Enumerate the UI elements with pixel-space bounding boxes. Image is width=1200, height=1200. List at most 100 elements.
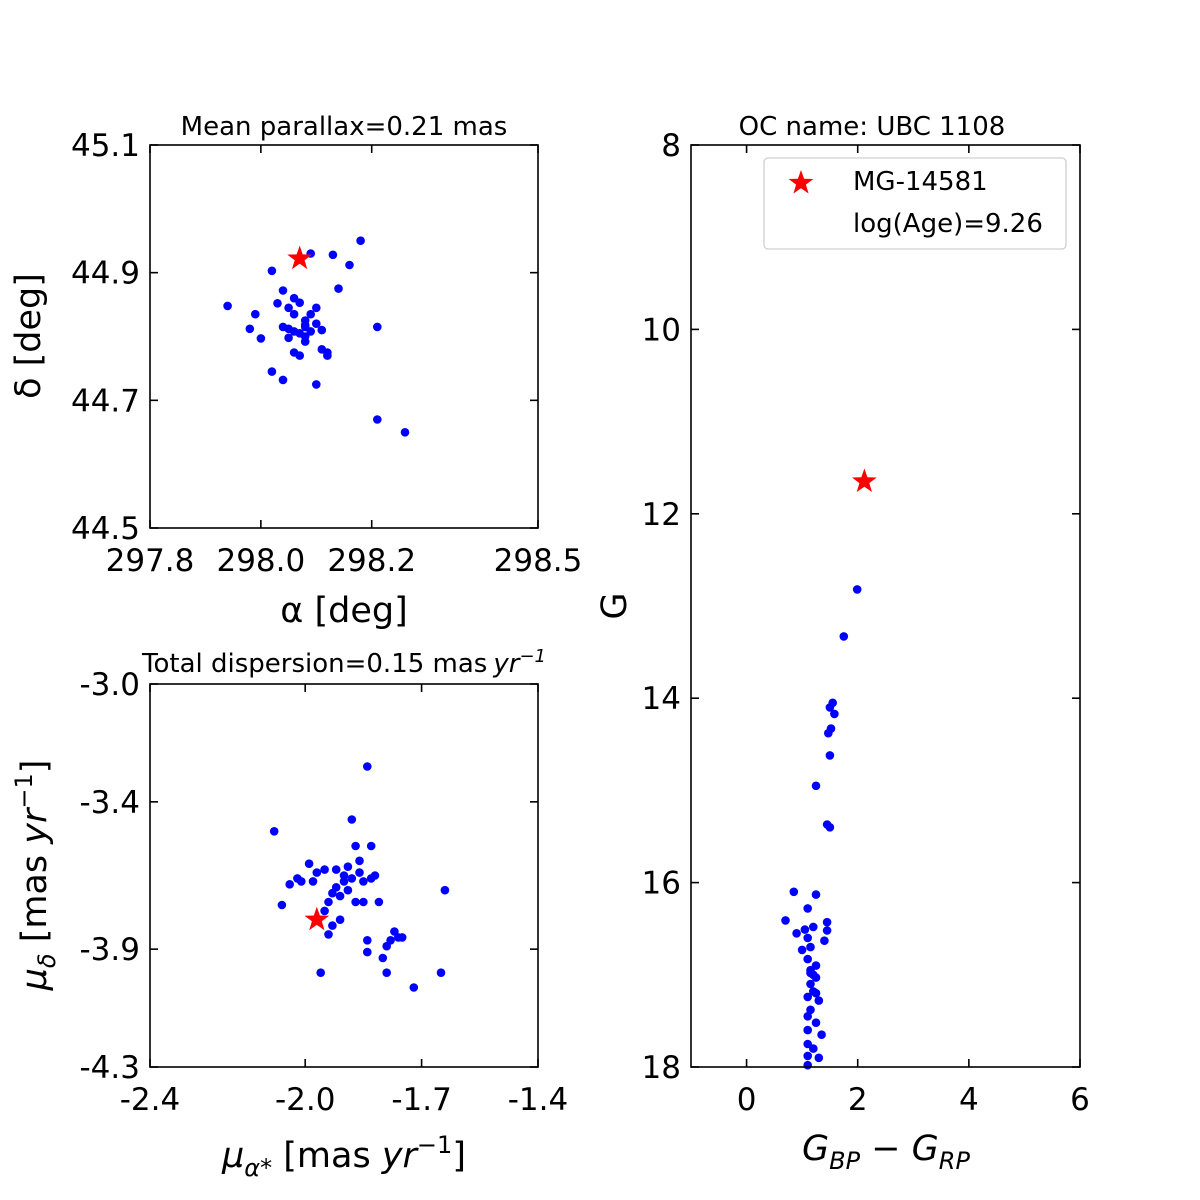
cmd-member-point	[824, 728, 833, 738]
radec-member-point	[312, 319, 321, 329]
panel-pm: Total dispersion=0.15 mas yr−1 -2.4 -2.0 -1…	[10, 646, 568, 1182]
pm-member-point	[320, 906, 329, 916]
cmd-member-point	[806, 979, 815, 989]
radec-member-point	[306, 309, 316, 319]
radec-member-point	[278, 286, 288, 295]
pm-ylabel-exp: −1	[10, 773, 38, 808]
pm-member-point	[374, 897, 384, 907]
radec-member-point	[400, 428, 410, 437]
pm-member-point	[339, 877, 349, 886]
legend-star-icon	[788, 170, 814, 194]
pm-member-point	[285, 880, 295, 889]
radec-member-point	[245, 324, 255, 334]
pm-member-point	[386, 936, 395, 945]
pm-member-point	[297, 877, 306, 886]
cmd-member-point	[825, 703, 835, 712]
radec-member-point	[223, 301, 232, 311]
cmd-member-point	[806, 965, 815, 975]
pm-title-exp: −1	[519, 646, 546, 667]
pm-xlabel-unit: [mas	[272, 1136, 382, 1176]
cmd-member-point	[792, 929, 801, 938]
cmd-member-point	[811, 781, 821, 791]
pm-member-point	[343, 885, 353, 895]
pm-xlabel-sub: α*	[244, 1154, 272, 1182]
cmd-member-point	[809, 1044, 818, 1053]
cmd-xtick-label: 0	[737, 1082, 757, 1118]
radec-xtick-label: 298.2	[327, 543, 416, 579]
radec-member-point	[312, 380, 321, 389]
cmd-title: OC name: UBC 1108	[739, 112, 1006, 142]
radec-member-point	[323, 348, 332, 357]
cmd-legend: MG-14581 log(Age)=9.26	[763, 157, 1067, 250]
pm-member-point	[359, 897, 368, 907]
radec-member-point	[300, 337, 310, 346]
pm-ytick-label: -3.9	[80, 932, 141, 968]
radec-xtick-label: 297.8	[106, 543, 195, 579]
cmd-xlabel-sub2: RP	[939, 1147, 971, 1175]
pm-title-unit: yr	[492, 649, 521, 679]
radec-member-point	[317, 325, 327, 335]
cmd-member-point	[830, 709, 839, 719]
radec-member-point	[256, 334, 266, 343]
cmd-xtick-label: 6	[1070, 1082, 1090, 1118]
pm-ticks: -2.4 -2.0 -1.7 -1.4 -4.3 -3.9 -3.4 -3.0	[80, 667, 569, 1118]
cmd-member-point	[803, 954, 812, 964]
cmd-xlabel-g1: G	[802, 1129, 829, 1169]
pm-member-point	[308, 877, 318, 886]
cmd-member-point	[806, 942, 815, 952]
radec-ylabel: δ [deg]	[9, 273, 49, 399]
pm-ylabel-yr: yr	[15, 806, 55, 845]
cmd-member-point	[822, 926, 832, 935]
pm-member-point	[363, 936, 372, 945]
pm-member-point	[347, 815, 357, 824]
radec-ytick-label: 44.9	[71, 256, 140, 292]
cmd-xtick-label: 4	[959, 1082, 979, 1118]
cmd-member-point	[852, 585, 862, 594]
radec-member-point	[267, 367, 277, 376]
pm-member-point	[351, 897, 360, 907]
cmd-xtick-label: 2	[848, 1082, 868, 1118]
cmd-xlabel-minus: − G	[860, 1129, 939, 1169]
pm-points	[269, 762, 450, 992]
cmd-member-point	[803, 933, 812, 943]
pm-member-point	[351, 841, 360, 851]
pm-ytick-label: -3.4	[80, 785, 141, 821]
pm-member-point	[436, 968, 446, 977]
radec-member-point	[278, 375, 288, 385]
pm-member-point	[378, 953, 388, 963]
legend-entry-age: log(Age)=9.26	[853, 209, 1043, 239]
radec-member-point	[267, 266, 277, 276]
cmd-ylabel: G	[595, 592, 635, 619]
radec-member-point	[284, 303, 293, 313]
legend-entry-star: MG-14581	[853, 167, 988, 197]
pm-member-point	[312, 868, 322, 877]
cmd-member-point	[839, 632, 849, 641]
pm-member-point	[440, 885, 450, 895]
pm-ylabel-sub: δ	[33, 953, 61, 968]
pm-ytick-label: -4.3	[80, 1050, 141, 1086]
pm-member-point	[363, 762, 372, 771]
radec-target-star	[287, 245, 312, 270]
cmd-ytick-label: 18	[642, 1050, 681, 1086]
radec-member-point	[251, 309, 260, 319]
pm-member-point	[316, 968, 326, 977]
pm-member-point	[277, 900, 287, 910]
radec-member-point	[373, 322, 382, 332]
radec-member-point	[312, 303, 321, 313]
pm-member-point	[320, 865, 329, 874]
cmd-member-point	[781, 916, 790, 925]
radec-member-point	[295, 351, 305, 360]
radec-member-point	[334, 284, 343, 293]
cmd-member-point	[803, 1051, 812, 1061]
pm-ylabel-mu: μ	[15, 968, 55, 991]
pm-member-point	[335, 915, 345, 924]
pm-member-point	[339, 871, 349, 880]
pm-ylabel: μδ [mas yr−1]	[10, 760, 61, 992]
pm-member-point	[335, 891, 345, 901]
radec-member-point	[356, 236, 365, 245]
panel-radec: Mean parallax=0.21 mas 297.8 298.0 298.2 29…	[9, 112, 582, 631]
cmd-member-point	[803, 992, 812, 1002]
cmd-member-point	[814, 1053, 824, 1063]
radec-member-point	[345, 260, 354, 270]
cmd-member-point	[814, 996, 824, 1005]
